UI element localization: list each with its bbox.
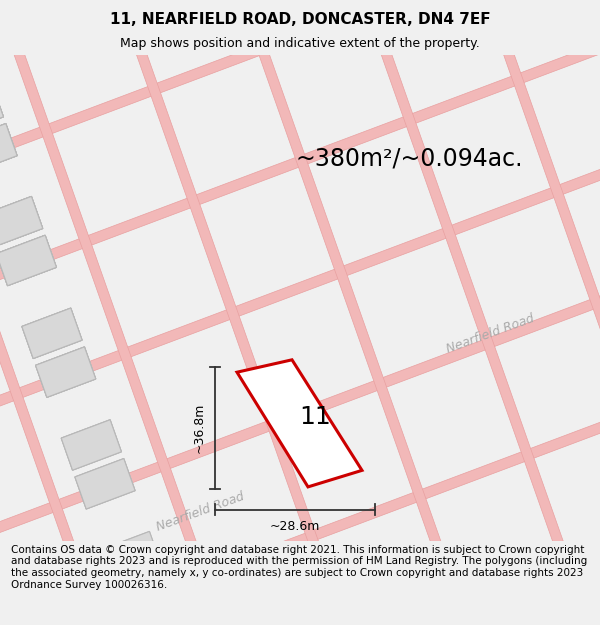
Text: 11: 11 [299, 405, 331, 429]
Polygon shape [0, 85, 4, 135]
Polygon shape [0, 196, 43, 247]
Polygon shape [114, 570, 175, 621]
Polygon shape [0, 409, 600, 625]
Polygon shape [0, 259, 600, 569]
Polygon shape [114, 570, 175, 621]
Polygon shape [22, 308, 82, 359]
Polygon shape [0, 512, 600, 625]
Polygon shape [0, 6, 600, 316]
Polygon shape [0, 124, 17, 174]
Text: Nearfield Road: Nearfield Road [444, 312, 536, 356]
Text: ~28.6m: ~28.6m [270, 519, 320, 532]
Polygon shape [0, 124, 17, 174]
Polygon shape [0, 196, 43, 247]
Polygon shape [0, 0, 600, 251]
Polygon shape [0, 85, 4, 135]
Polygon shape [22, 308, 82, 359]
Polygon shape [35, 347, 96, 398]
Polygon shape [61, 420, 121, 470]
Polygon shape [22, 308, 82, 359]
Polygon shape [0, 235, 56, 286]
Polygon shape [0, 235, 56, 286]
Text: ~36.8m: ~36.8m [193, 403, 205, 453]
Polygon shape [75, 459, 135, 509]
Polygon shape [0, 0, 600, 64]
Polygon shape [0, 85, 4, 135]
Polygon shape [75, 459, 135, 509]
Polygon shape [0, 235, 56, 286]
Polygon shape [35, 347, 96, 398]
Text: 11, NEARFIELD ROAD, DONCASTER, DN4 7EF: 11, NEARFIELD ROAD, DONCASTER, DN4 7EF [110, 12, 490, 27]
Polygon shape [0, 235, 56, 286]
Polygon shape [0, 132, 600, 443]
Polygon shape [0, 85, 4, 135]
Polygon shape [0, 0, 600, 599]
Polygon shape [0, 386, 600, 625]
Text: Map shows position and indicative extent of the property.: Map shows position and indicative extent… [120, 38, 480, 51]
Polygon shape [0, 85, 4, 135]
Polygon shape [61, 420, 121, 470]
Polygon shape [0, 196, 43, 247]
Polygon shape [0, 124, 17, 174]
Polygon shape [237, 360, 362, 487]
Polygon shape [0, 85, 4, 135]
Polygon shape [101, 531, 161, 582]
Text: ~380m²/~0.094ac.: ~380m²/~0.094ac. [295, 146, 523, 171]
Polygon shape [0, 124, 17, 174]
Polygon shape [0, 196, 43, 247]
Polygon shape [35, 347, 96, 398]
Polygon shape [101, 531, 161, 582]
Polygon shape [61, 420, 121, 470]
Polygon shape [0, 124, 17, 174]
Polygon shape [75, 459, 135, 509]
Polygon shape [0, 0, 600, 190]
Polygon shape [35, 347, 96, 398]
Polygon shape [0, 196, 43, 247]
Polygon shape [22, 308, 82, 359]
Polygon shape [0, 61, 600, 625]
Polygon shape [0, 124, 17, 174]
Text: Nearfield Road: Nearfield Road [154, 490, 246, 534]
Text: Contains OS data © Crown copyright and database right 2021. This information is : Contains OS data © Crown copyright and d… [11, 545, 587, 589]
Polygon shape [0, 235, 56, 286]
